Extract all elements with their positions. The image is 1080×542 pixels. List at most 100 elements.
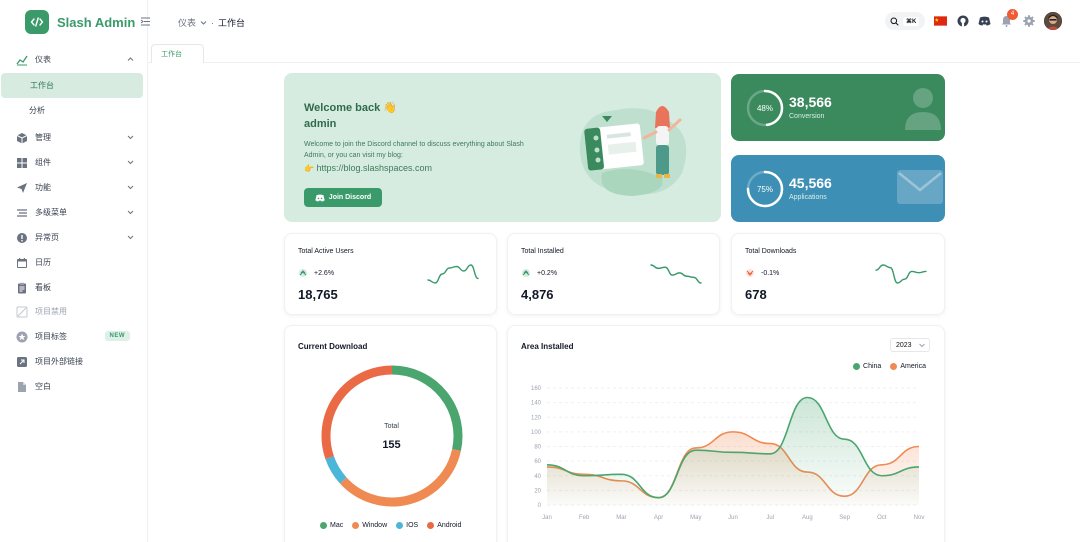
brand-name: Slash Admin: [57, 14, 136, 30]
welcome-card: Welcome back 👋 admin Welcome to join the…: [284, 73, 721, 222]
chevron-down-icon: [127, 135, 134, 140]
sidebar-item[interactable]: 看板: [0, 275, 148, 300]
breadcrumb-item[interactable]: 仪表: [178, 18, 197, 28]
area-legend: China America: [853, 363, 926, 370]
donut-slice-android[interactable]: [321, 365, 393, 460]
kpi-sparkline: [650, 264, 702, 284]
legend-item-ios[interactable]: IOS: [396, 522, 418, 529]
x-tick-label: Mar: [616, 515, 626, 521]
pointing-hand-icon: 👉: [304, 164, 314, 173]
sidebar-item[interactable]: 工作台: [1, 73, 143, 98]
tab-workbench[interactable]: 工作台: [151, 44, 204, 63]
kpi-value: 4,876: [521, 287, 554, 302]
blog-link-text[interactable]: https://blog.slashspaces.com: [316, 163, 433, 173]
sidebar-item[interactable]: 项目外部链接: [0, 349, 148, 374]
year-select[interactable]: 2023: [890, 338, 930, 352]
legend-item-mac[interactable]: Mac: [320, 522, 343, 529]
file-icon: [16, 381, 28, 393]
china-flag-icon[interactable]: [934, 15, 947, 28]
x-tick-label: Sep: [839, 515, 850, 521]
sidebar-item-label: 异常页: [35, 233, 59, 242]
y-tick-label: 20: [534, 488, 541, 494]
sidebar-item[interactable]: 功能: [0, 175, 148, 200]
search-button[interactable]: ⌘K: [885, 12, 925, 30]
star-icon: [16, 331, 28, 343]
x-tick-label: Oct: [877, 515, 887, 521]
trend-down-icon: [746, 269, 754, 277]
sidebar-item-label: 看板: [35, 283, 51, 292]
kpi-title: Total Active Users: [298, 248, 354, 255]
sidebar-item[interactable]: 分析: [0, 98, 148, 123]
legend-label: Window: [362, 522, 388, 529]
applications-percent: 75%: [756, 184, 773, 194]
chevron-up-icon: [127, 57, 134, 61]
blog-link[interactable]: 👉 https://blog.slashspaces.com: [304, 163, 432, 173]
area-installed-card: Area Installed 2023 China America 0 20 40 6…: [507, 325, 945, 542]
sidebar-item[interactable]: 组件: [0, 150, 148, 175]
search-shortcut: ⌘K: [903, 16, 920, 26]
sidebar-item[interactable]: 管理: [0, 125, 148, 150]
github-icon[interactable]: [956, 15, 969, 28]
collapse-sidebar-icon[interactable]: [140, 16, 152, 28]
join-discord-button[interactable]: Join Discord: [304, 188, 382, 207]
user-avatar[interactable]: [1044, 12, 1062, 30]
y-tick-label: 120: [531, 415, 542, 421]
y-tick-label: 0: [538, 503, 542, 509]
chevron-down-icon: [919, 343, 925, 348]
legend-label: Mac: [330, 522, 344, 529]
area-installed-title: Area Installed: [521, 342, 574, 351]
send-icon: [16, 182, 28, 194]
discord-icon: [315, 194, 325, 201]
sparkline-path: [650, 264, 702, 284]
conversion-value: 38,566: [789, 94, 832, 110]
y-tick-label: 160: [531, 386, 542, 392]
sidebar-item-label: 多级菜单: [35, 208, 67, 217]
kpi-trend: +2.6%: [298, 269, 334, 277]
brand[interactable]: Slash Admin: [0, 0, 147, 44]
legend-item-america[interactable]: America: [890, 363, 926, 370]
user-icon: [905, 88, 941, 130]
bell-icon[interactable]: 4: [1000, 8, 1018, 28]
menu-icon: [16, 207, 28, 219]
sidebar-item[interactable]: 项目标签 NEW: [0, 324, 148, 349]
current-download-title: Current Download: [298, 342, 368, 351]
legend-item-android[interactable]: Android: [427, 522, 461, 529]
legend-dot: [396, 522, 404, 529]
tab-bar: 工作台: [148, 44, 1080, 63]
chevron-down-icon: [127, 210, 134, 215]
discord-icon[interactable]: [978, 15, 991, 28]
series-line-china[interactable]: [546, 396, 920, 499]
legend-item-china[interactable]: China: [853, 363, 881, 370]
sparkline-path: [427, 264, 479, 284]
sidebar-item-label: 组件: [35, 158, 51, 167]
sidebar-item[interactable]: 异常页: [0, 225, 148, 250]
sparkline-path: [875, 264, 927, 284]
x-tick-label: Aug: [802, 515, 813, 521]
sidebar-item[interactable]: 空白: [0, 374, 148, 399]
conversion-label: Conversion: [789, 113, 825, 120]
applications-card: 75% 45,566 Applications: [731, 155, 945, 222]
x-tick-label: Jul: [766, 515, 774, 521]
breadcrumb-separator: ·: [211, 17, 215, 28]
legend-dot: [320, 522, 327, 529]
sidebar-item[interactable]: 多级菜单: [0, 200, 148, 225]
kpi-title: Total Installed: [521, 248, 564, 255]
settings-gear-icon[interactable]: [1022, 15, 1035, 28]
kpi-card-active-users: Total Active Users +2.6% 18,765: [284, 233, 497, 315]
y-tick-label: 140: [531, 401, 542, 407]
kpi-sparkline: [427, 264, 479, 284]
donut-slice-ios[interactable]: [325, 455, 347, 484]
donut-slice-mac[interactable]: [391, 365, 463, 451]
legend-item-window[interactable]: Window: [352, 522, 387, 529]
sidebar-item[interactable]: 项目禁用: [0, 299, 148, 324]
breadcrumb-current: 工作台: [218, 18, 246, 28]
welcome-description: Welcome to join the Discord channel to d…: [304, 141, 524, 159]
donut-slice-window[interactable]: [339, 448, 461, 507]
sidebar-item-label: 功能: [35, 183, 51, 192]
conversion-progress-ring: 48%: [745, 88, 785, 128]
chart-icon: [16, 54, 28, 66]
current-download-card: Current Download Total 155 Mac Window IO…: [284, 325, 497, 542]
sidebar-item[interactable]: 日历: [0, 250, 148, 275]
sidebar-item[interactable]: 仪表: [0, 47, 148, 72]
y-tick-label: 100: [531, 430, 542, 436]
